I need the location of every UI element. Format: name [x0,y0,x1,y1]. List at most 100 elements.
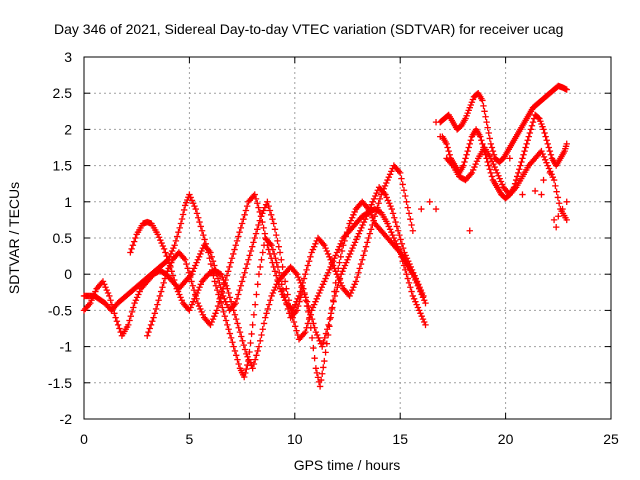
data-point [236,286,243,294]
data-point [467,137,475,144]
data-point [331,255,338,262]
data-point [367,226,375,233]
data-point [193,259,200,266]
data-point [106,292,113,300]
data-point [366,230,374,237]
data-point [176,291,183,298]
series-trace [144,162,417,339]
data-point [267,255,275,262]
data-point [304,262,312,269]
data-point [144,332,151,339]
data-point [89,294,97,301]
data-point [309,246,317,253]
data-point [246,252,253,259]
data-point [486,166,493,173]
x-axis-label: GPS time / hours [294,457,401,473]
data-point [274,276,281,284]
data-point [422,299,429,307]
data-point [422,321,429,329]
data-point [279,263,286,271]
data-point [405,210,413,217]
data-point [296,276,303,284]
data-point [264,305,272,313]
series-trace [443,144,570,224]
data-point [298,284,305,291]
data-point [208,253,215,261]
data-point [260,207,267,214]
data-point [399,257,406,265]
data-point [338,237,346,245]
data-point [383,179,390,187]
data-point [237,282,245,289]
data-point [346,292,353,300]
data-point [85,301,93,308]
data-point [540,153,548,161]
data-point [251,191,258,198]
data-point [189,268,196,275]
data-point [199,311,207,318]
data-point [401,249,408,256]
axis-ticks: 0 5 10 15 20 25 -2 -1.5 -1 -0.5 0 0.5 1 1.5 2 2.5 3 [48,49,619,447]
data-point [258,331,265,339]
data-point [208,318,215,326]
data-point [554,194,562,201]
data-point [214,286,221,294]
data-point [446,151,453,158]
data-point [310,301,318,308]
data-point [418,312,425,320]
data-point [337,253,344,261]
data-point [158,239,165,247]
data-point [306,307,313,314]
data-point [355,230,363,237]
data-point [363,213,370,220]
data-point [252,195,260,203]
data-point [419,315,427,323]
data-point [261,230,269,237]
data-point [302,328,309,336]
data-point [269,289,277,297]
data-point [293,298,300,305]
data-point [241,269,248,276]
data-point [292,323,299,330]
data-point [300,275,308,282]
data-point [448,160,455,168]
data-point [243,365,250,373]
data-point [166,262,174,269]
x-tick-label: 25 [603,431,619,447]
data-point [225,326,232,333]
data-point [146,325,153,332]
data-point [321,278,328,285]
data-point [260,224,267,232]
data-point [311,324,318,331]
data-point [227,259,234,266]
data-point [538,191,545,198]
data-point [197,281,204,288]
data-point [549,173,557,181]
data-point [350,284,357,291]
data-point [299,279,307,287]
data-point [254,347,261,355]
data-point [391,237,399,245]
data-point [529,118,537,126]
data-point [252,230,260,237]
data-point [244,353,251,360]
data-point [531,187,539,195]
data-point [178,215,186,223]
data-point [259,218,266,226]
data-point [267,211,275,219]
data-point [555,213,562,220]
data-point [389,231,396,239]
data-point [263,310,270,317]
y-tick-label: -2 [60,411,73,427]
data-point [234,356,241,363]
data-point [292,269,299,276]
data-point [249,321,256,329]
data-point [186,307,193,314]
data-point [170,244,177,252]
data-point [278,288,285,295]
data-point [127,312,134,320]
data-point [249,365,256,372]
data-point [444,144,451,151]
data-point [196,284,203,291]
data-point [271,226,279,233]
